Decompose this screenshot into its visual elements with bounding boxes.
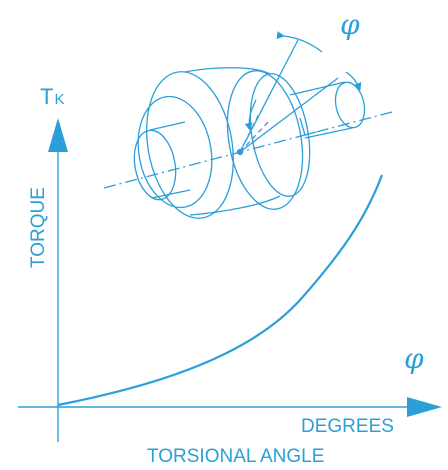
body-right-face [226,70,304,210]
angle-arc-inner [244,99,257,131]
torque-curve [57,174,384,407]
shaft-illustration [103,31,393,219]
twist-dash-2 [239,119,271,153]
angle-arc-lower [345,71,362,91]
inner-cylinder-top [149,121,186,131]
x-axis-arrowhead [407,397,442,417]
shaft-angle-symbol: φ [340,8,360,41]
y-axis-arrowhead [48,118,68,152]
shaft-end-top [289,81,346,96]
step-ring [137,95,213,209]
y-axis [48,118,68,442]
body-right-rim [249,73,311,197]
shaft-end-face [334,81,366,129]
y-axis-label: TORQUE [28,187,49,268]
y-axis-symbol: TK [40,84,64,109]
inner-cylinder-bottom [151,189,191,199]
x-axis [18,397,442,417]
caption: TORSIONAL ANGLE [147,446,324,467]
twist-dash-1 [239,111,261,153]
body-left-face [146,71,234,219]
body-bottom-edge [189,195,281,216]
angle-arc-upper [276,31,323,53]
twist-center [236,148,244,156]
shaft-end-bottom [304,127,353,139]
face-marker [299,117,317,136]
inner-cylinder-face [133,129,177,201]
x-axis-label: DEGREES [301,416,394,437]
x-axis-symbol: φ [404,342,424,375]
twist-line-lower [239,77,339,153]
shaft-center-line [103,111,393,189]
